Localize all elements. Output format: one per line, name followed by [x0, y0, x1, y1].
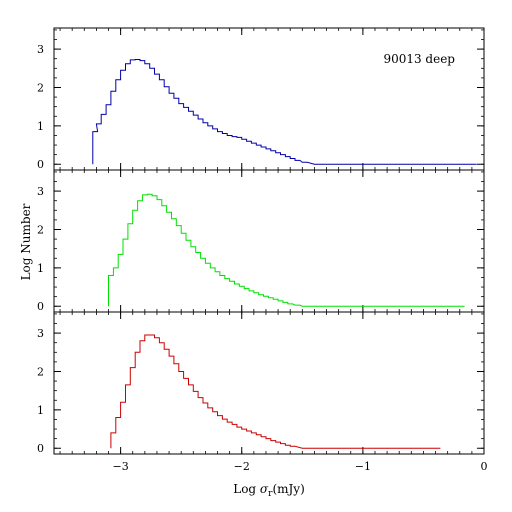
x-axis-label: Log σr(mJy)	[233, 482, 305, 499]
panel-3-histogram	[110, 334, 441, 449]
x-axis-label-symbol: σ	[260, 482, 269, 496]
x-tick-label: −3	[113, 460, 129, 473]
panel-1-histogram	[92, 59, 477, 165]
x-axis-label-prefix: Log	[233, 482, 260, 496]
y-tick-label: 1	[37, 404, 44, 417]
x-axis-label-suffix: (mJy)	[272, 482, 304, 496]
x-axis-label-subscript: r	[268, 489, 273, 499]
panel-annotation: 90013 deep	[383, 52, 455, 66]
y-tick-label: 3	[37, 43, 44, 56]
y-tick-label: 1	[37, 262, 44, 275]
panel-3: 0 1 2 3	[37, 311, 485, 455]
panel-3-frame	[53, 311, 485, 455]
y-tick-label: 1	[37, 120, 44, 133]
x-tick-label: −1	[355, 460, 371, 473]
y-tick-label: 3	[37, 327, 44, 340]
y-tick-label: 0	[37, 158, 44, 171]
y-tick-label: 3	[37, 185, 44, 198]
x-tick-label: 0	[481, 460, 488, 473]
x-tick-label: −2	[234, 460, 250, 473]
panels-layer: 0 1 2 3 90013 deep 0 1 2 3 0 1 2 3 −3 −2 −1 0	[37, 27, 488, 473]
y-tick-label: 2	[37, 365, 44, 378]
y-tick-label: 0	[37, 300, 44, 313]
y-tick-label: 2	[37, 223, 44, 236]
panel-2-histogram	[108, 193, 465, 307]
y-axis-label: Log Number	[19, 203, 33, 280]
panel-1: 0 1 2 3 90013 deep	[37, 27, 485, 171]
y-tick-label: 2	[37, 81, 44, 94]
y-tick-label: 0	[37, 442, 44, 455]
